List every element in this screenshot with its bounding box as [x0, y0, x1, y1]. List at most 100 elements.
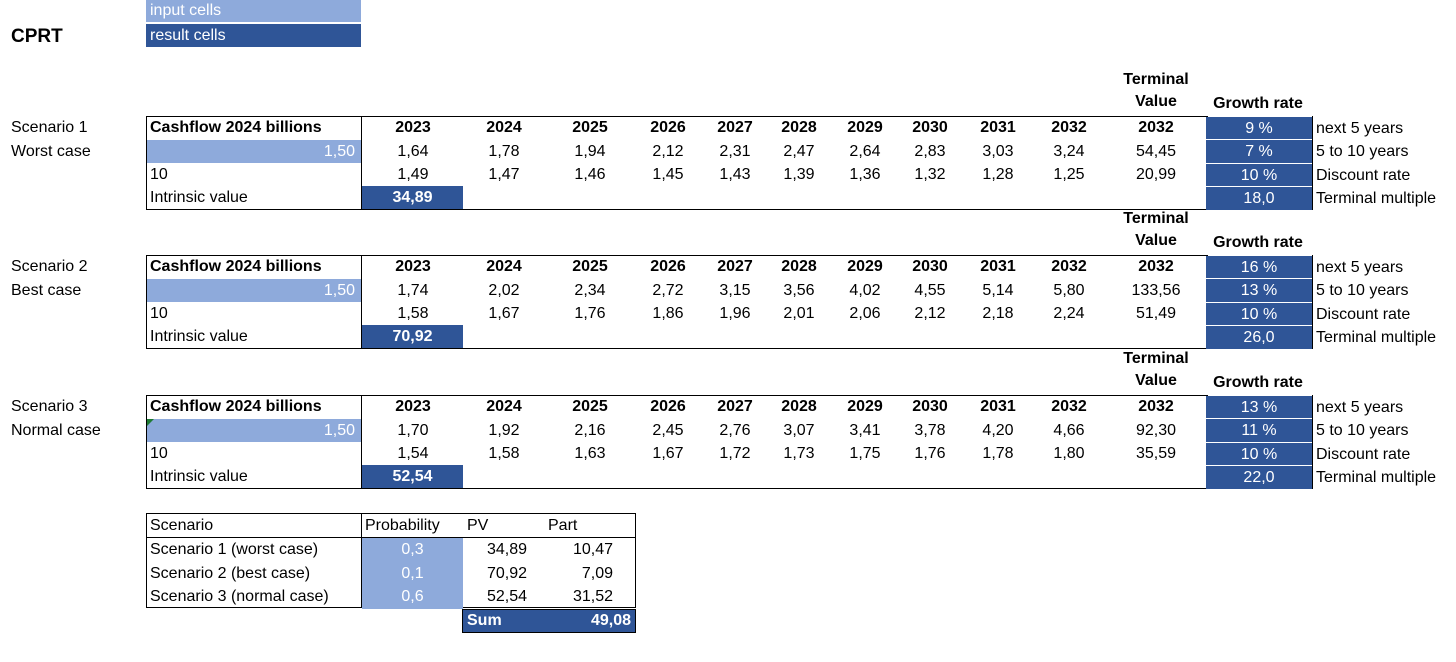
discounted-cashflow-cell[interactable]: 2,24	[1053, 305, 1085, 322]
discounted-cashflow-cell[interactable]: 1,47	[488, 166, 520, 183]
growth-parameter-cell[interactable]: 9 %	[1206, 117, 1312, 140]
future-terminal-value[interactable]: 54,45	[1135, 143, 1177, 160]
discounted-cashflow-cell[interactable]: 2,12	[914, 305, 946, 322]
year-header[interactable]: 2023	[395, 398, 431, 415]
year-header[interactable]: 2032	[1051, 258, 1087, 275]
sum-label[interactable]: Sum	[467, 612, 502, 629]
terminal-value-header-2[interactable]: Value	[1135, 372, 1177, 389]
future-cashflow-cell[interactable]: 4,20	[982, 422, 1014, 439]
future-cashflow-cell[interactable]: 1,78	[488, 143, 520, 160]
year-header[interactable]: 2029	[847, 398, 883, 415]
growth-parameter-label[interactable]: Discount rate	[1316, 305, 1411, 323]
year-header[interactable]: 2027	[717, 398, 753, 415]
intrinsic-value-result[interactable]: 34,89	[362, 186, 463, 209]
growth-rate-header[interactable]: Growth rate	[1213, 95, 1303, 112]
discounted-cashflow-cell[interactable]: 1,54	[397, 445, 429, 462]
discounted-cashflow-cell[interactable]: 1,72	[719, 445, 751, 462]
growth-parameter-cell[interactable]: 13 %	[1206, 279, 1312, 303]
legend-input-cells[interactable]: input cells	[146, 0, 361, 22]
year-header[interactable]: 2024	[486, 258, 522, 275]
year-header[interactable]: 2030	[912, 398, 948, 415]
discounted-cashflow-cell[interactable]: 1,80	[1053, 445, 1085, 462]
summary-header[interactable]: Part	[548, 517, 578, 534]
year-header[interactable]: 2030	[912, 258, 948, 275]
cashflow-input[interactable]: 1,50	[147, 419, 361, 442]
scenario-case[interactable]: Worst case	[11, 143, 91, 160]
discounted-cashflow-cell[interactable]: 1,32	[914, 166, 946, 183]
year-header[interactable]: 2025	[572, 398, 608, 415]
growth-parameter-cell[interactable]: 18,0	[1206, 186, 1312, 210]
year-header[interactable]: 2027	[717, 258, 753, 275]
future-cashflow-cell[interactable]: 3,15	[719, 282, 751, 299]
years-input[interactable]: 10	[150, 445, 168, 462]
discounted-cashflow-cell[interactable]: 1,75	[849, 445, 881, 462]
future-cashflow-cell[interactable]: 4,55	[914, 282, 946, 299]
sum-result[interactable]	[462, 609, 636, 633]
growth-rate-header[interactable]: Growth rate	[1213, 234, 1303, 251]
growth-parameter-cell[interactable]: 22,0	[1206, 465, 1312, 489]
discounted-cashflow-cell[interactable]: 1,86	[652, 305, 684, 322]
discounted-cashflow-cell[interactable]: 1,96	[719, 305, 751, 322]
cashflow-label[interactable]: Cashflow 2024 billions	[150, 258, 322, 275]
year-header[interactable]: 2026	[650, 258, 686, 275]
terminal-year-header[interactable]: 2032	[1138, 258, 1174, 275]
future-cashflow-cell[interactable]: 5,14	[982, 282, 1014, 299]
future-cashflow-cell[interactable]: 1,70	[397, 422, 429, 439]
future-cashflow-cell[interactable]: 5,80	[1053, 282, 1085, 299]
discounted-cashflow-cell[interactable]: 1,25	[1053, 166, 1085, 183]
discounted-terminal-value[interactable]: 20,99	[1135, 166, 1177, 183]
year-header[interactable]: 2030	[912, 119, 948, 136]
growth-parameter-cell[interactable]: 10 %	[1206, 163, 1312, 187]
future-cashflow-cell[interactable]: 2,72	[652, 282, 684, 299]
future-cashflow-cell[interactable]: 2,64	[849, 143, 881, 160]
year-header[interactable]: 2028	[781, 119, 817, 136]
future-cashflow-cell[interactable]: 2,31	[719, 143, 751, 160]
growth-parameter-label[interactable]: Terminal multiple	[1316, 189, 1437, 207]
year-header[interactable]: 2026	[650, 398, 686, 415]
growth-parameter-cell[interactable]: 13 %	[1206, 396, 1312, 419]
future-cashflow-cell[interactable]: 1,74	[397, 282, 429, 299]
discounted-cashflow-cell[interactable]: 1,36	[849, 166, 881, 183]
growth-parameter-cell[interactable]: 11 %	[1206, 419, 1312, 443]
year-header[interactable]: 2024	[486, 398, 522, 415]
discounted-terminal-value[interactable]: 51,49	[1135, 305, 1177, 322]
terminal-year-header[interactable]: 2032	[1138, 119, 1174, 136]
scenario-name[interactable]: Scenario 1	[11, 119, 88, 136]
growth-parameter-cell[interactable]: 10 %	[1206, 302, 1312, 326]
summary-header[interactable]: Scenario	[150, 517, 214, 534]
future-cashflow-cell[interactable]: 2,12	[652, 143, 684, 160]
summary-pv[interactable]: 34,89	[486, 541, 527, 558]
year-header[interactable]: 2025	[572, 119, 608, 136]
discounted-cashflow-cell[interactable]: 2,06	[849, 305, 881, 322]
discounted-cashflow-cell[interactable]: 1,46	[574, 166, 606, 183]
future-terminal-value[interactable]: 133,56	[1131, 282, 1181, 299]
summary-scenario[interactable]: Scenario 3 (normal case)	[150, 588, 329, 605]
terminal-value-header-1[interactable]: Terminal	[1123, 210, 1189, 227]
growth-parameter-label[interactable]: 5 to 10 years	[1316, 282, 1409, 300]
year-header[interactable]: 2028	[781, 258, 817, 275]
intrinsic-value-label[interactable]: Intrinsic value	[150, 328, 248, 345]
scenario-name[interactable]: Scenario 3	[11, 398, 88, 415]
years-input[interactable]: 10	[150, 305, 168, 322]
discounted-cashflow-cell[interactable]: 1,73	[783, 445, 815, 462]
year-header[interactable]: 2025	[572, 258, 608, 275]
future-cashflow-cell[interactable]: 2,34	[574, 282, 606, 299]
terminal-value-header-1[interactable]: Terminal	[1123, 71, 1189, 88]
year-header[interactable]: 2027	[717, 119, 753, 136]
future-cashflow-cell[interactable]: 2,76	[719, 422, 751, 439]
growth-parameter-label[interactable]: 5 to 10 years	[1316, 143, 1409, 161]
discounted-cashflow-cell[interactable]: 2,01	[783, 305, 815, 322]
discounted-cashflow-cell[interactable]: 1,45	[652, 166, 684, 183]
growth-parameter-label[interactable]: next 5 years	[1316, 259, 1404, 276]
discounted-cashflow-cell[interactable]: 1,78	[982, 445, 1014, 462]
future-cashflow-cell[interactable]: 3,24	[1053, 143, 1085, 160]
growth-parameter-label[interactable]: Discount rate	[1316, 445, 1411, 463]
cashflow-input[interactable]: 1,50	[147, 140, 361, 163]
scenario-case[interactable]: Normal case	[11, 422, 101, 439]
growth-parameter-label[interactable]: Terminal multiple	[1316, 328, 1437, 346]
future-cashflow-cell[interactable]: 2,45	[652, 422, 684, 439]
future-cashflow-cell[interactable]: 1,94	[574, 143, 606, 160]
discounted-cashflow-cell[interactable]: 1,49	[397, 166, 429, 183]
legend-result-cells[interactable]: result cells	[146, 24, 361, 47]
discounted-cashflow-cell[interactable]: 1,39	[783, 166, 815, 183]
